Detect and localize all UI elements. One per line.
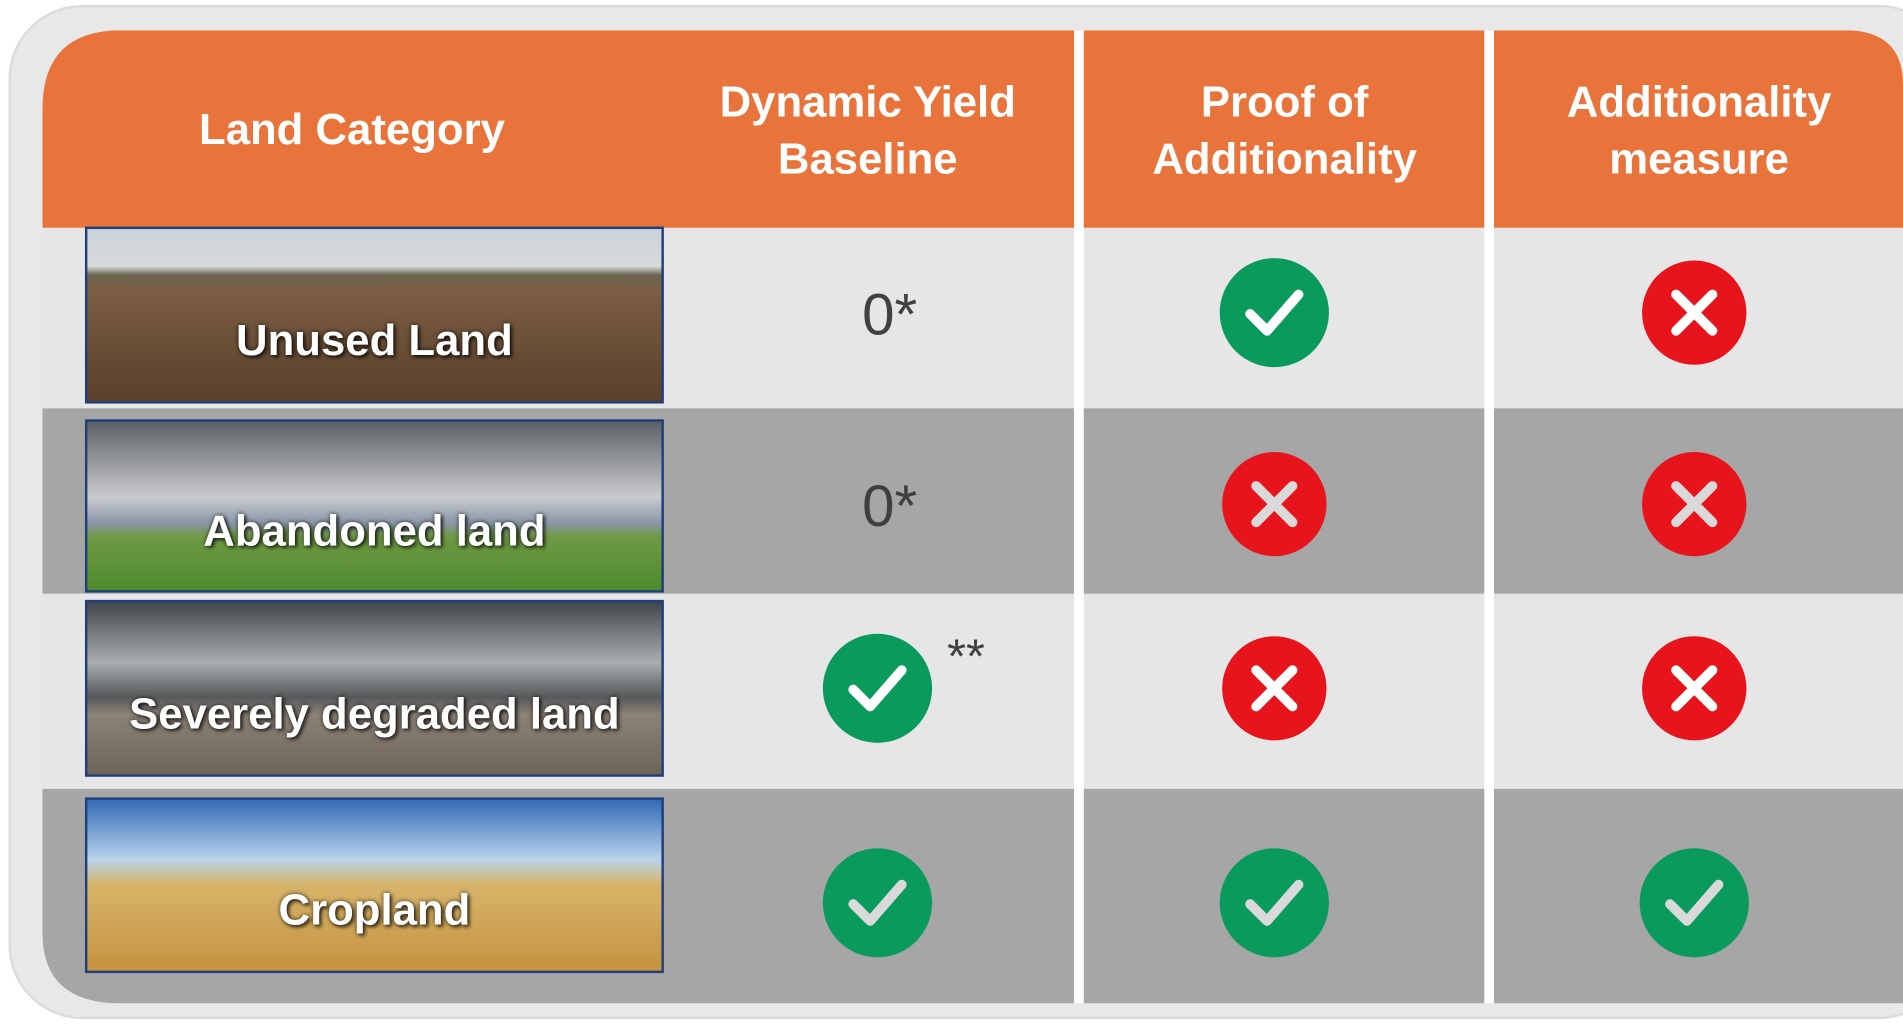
row-label: Unused Land [86,228,662,403]
column-divider [1484,24,1494,1008]
row-label: Severely degraded land [86,601,662,776]
row-label-box: Unused Land [86,228,662,403]
check-icon [1220,848,1329,957]
column-header: Additionality measure [1495,30,1903,228]
check-icon [1220,258,1329,367]
check-icon [823,848,932,957]
column-header-box: Proof of Additionality [1086,30,1483,228]
table-slide: Land CategoryDynamic Yield BaselineProof… [0,0,1903,1024]
column-header: Proof of Additionality [1086,30,1483,228]
row-label-box: Severely degraded land [86,601,662,776]
column-header-box: Land Category [42,30,661,228]
row-label-box: Abandoned land [86,421,662,592]
row-label: Abandoned land [86,421,662,592]
column-header: Land Category [42,30,661,228]
column-divider [1074,24,1084,1008]
check-icon [1640,848,1749,957]
column-header-box: Dynamic Yield Baseline [661,30,1074,228]
footnote-mark: ** [947,630,985,684]
column-header: Dynamic Yield Baseline [661,30,1074,228]
column-header-box: Additionality measure [1495,30,1903,228]
baseline-value: 0* [862,474,917,539]
check-icon [823,634,932,743]
row-label: Cropland [86,799,662,972]
baseline-value: 0* [862,283,917,348]
row-label-box: Cropland [86,799,662,972]
